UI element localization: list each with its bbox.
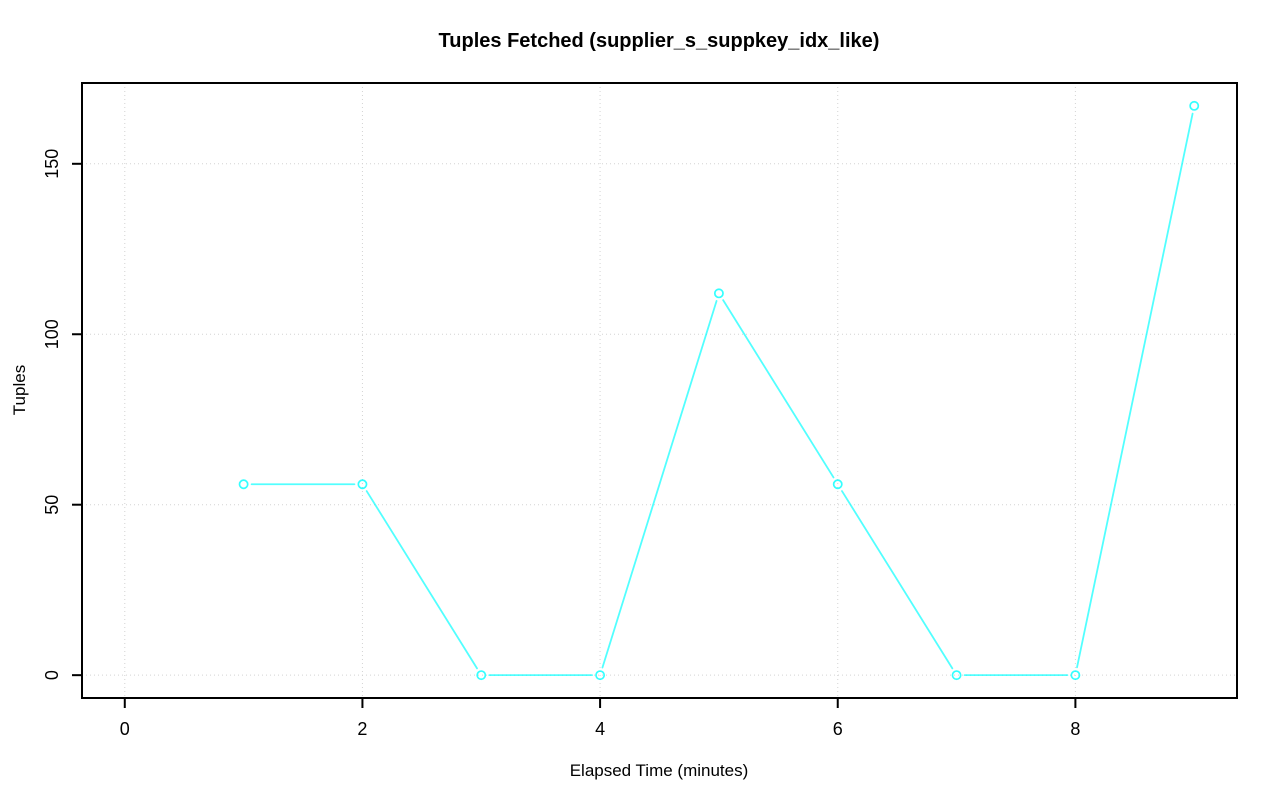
y-tick-label: 0 [42, 670, 62, 680]
chart-title: Tuples Fetched (supplier_s_suppkey_idx_l… [439, 30, 880, 52]
x-tick-label: 6 [833, 719, 843, 739]
data-point-marker [1189, 100, 1200, 111]
data-point-marker [357, 479, 368, 490]
tick-labels-layer: 0 2 4 6 8 0 50 100 150 [42, 149, 1080, 739]
data-point-marker [476, 670, 487, 681]
gridlines-layer [82, 83, 1237, 698]
x-axis-title: Elapsed Time (minutes) [570, 761, 749, 780]
series-line-segment [1076, 112, 1194, 669]
series-line-segment [601, 300, 718, 669]
data-point-marker [951, 670, 962, 681]
y-tick-label: 50 [42, 495, 62, 515]
data-point-marker [238, 479, 249, 490]
axis-ticks-layer [72, 162, 1077, 708]
x-tick-label: 8 [1070, 719, 1080, 739]
plot-box [81, 82, 1238, 699]
x-tick-label: 0 [120, 719, 130, 739]
data-series-layer [238, 100, 1200, 681]
data-point-marker [713, 288, 724, 299]
y-axis-title: Tuples [10, 365, 29, 415]
series-line-segment [365, 490, 478, 670]
series-line-segment [841, 490, 954, 670]
data-point-marker [1070, 670, 1081, 681]
data-point-marker [595, 670, 606, 681]
y-tick-label: 100 [42, 319, 62, 349]
data-point-marker [832, 479, 843, 490]
y-tick-label: 150 [42, 149, 62, 179]
series-line-segment [722, 299, 835, 479]
x-tick-label: 4 [595, 719, 605, 739]
x-tick-label: 2 [357, 719, 367, 739]
